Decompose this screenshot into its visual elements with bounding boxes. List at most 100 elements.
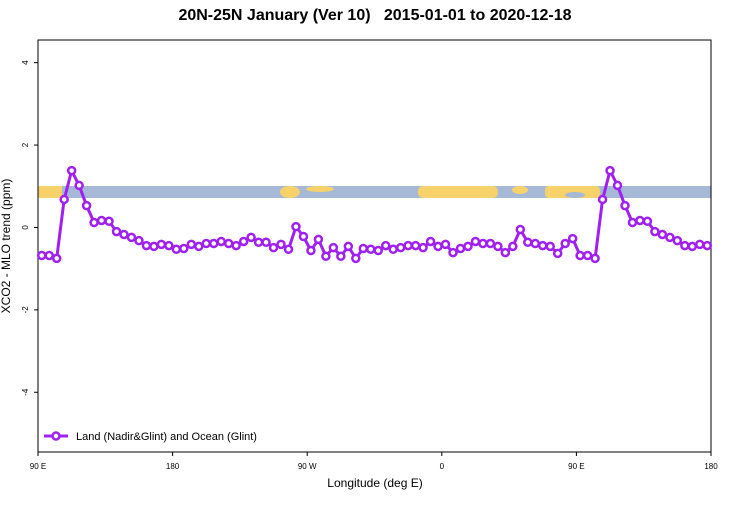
x-tick-label: 0	[440, 462, 445, 471]
data-point	[321, 251, 331, 262]
data-point	[440, 239, 451, 250]
data-point	[515, 224, 526, 235]
data-point	[44, 250, 54, 261]
data-point	[231, 240, 241, 251]
data-point	[59, 194, 69, 205]
y-tick-label: -2	[21, 306, 30, 314]
data-point	[463, 241, 473, 252]
data-point	[478, 238, 488, 249]
data-point	[156, 239, 167, 250]
data-point	[538, 240, 548, 251]
y-tick-label: 0	[21, 225, 30, 230]
x-tick-label: 180	[704, 462, 718, 471]
x-tick-label: 90 E	[30, 462, 46, 471]
data-point	[403, 240, 413, 251]
data-point	[702, 240, 713, 251]
y-tick-label: -4	[21, 388, 30, 396]
legend-marker	[51, 431, 61, 441]
data-point	[238, 236, 249, 247]
data-point	[216, 236, 226, 247]
data-point	[687, 241, 698, 252]
data-point	[590, 253, 600, 264]
data-point	[635, 215, 645, 226]
data-point	[410, 240, 421, 251]
x-tick-label: 90 E	[568, 462, 584, 471]
data-point	[470, 236, 481, 247]
data-point	[380, 240, 391, 251]
data-point	[552, 248, 563, 259]
x-axis-label: Longitude (deg E)	[327, 476, 422, 490]
data-point	[268, 242, 279, 253]
data-point	[223, 238, 234, 249]
map-strip	[38, 186, 711, 198]
data-point	[201, 238, 211, 249]
data-point	[96, 215, 107, 226]
data-point	[508, 241, 518, 252]
data-point	[111, 226, 122, 237]
data-point	[650, 226, 660, 237]
data-point	[366, 244, 376, 255]
data-point	[141, 240, 152, 251]
x-tick-label: 180	[166, 462, 180, 471]
data-point	[448, 247, 458, 258]
data-point	[186, 239, 197, 250]
data-point	[695, 239, 705, 250]
data-point	[612, 180, 623, 191]
data-point	[455, 243, 466, 254]
data-point	[291, 221, 301, 232]
data-point	[627, 217, 638, 228]
data-point	[328, 242, 339, 253]
y-tick-label: 4	[21, 60, 30, 65]
y-axis-label: XCO2 - MLO trend (ppm)	[0, 179, 13, 314]
data-point	[395, 242, 406, 253]
data-point	[253, 237, 264, 248]
y-tick-label: 2	[21, 142, 30, 147]
data-point	[36, 250, 47, 261]
legend-label: Land (Nadir&Glint) and Ocean (Glint)	[76, 431, 257, 443]
data-point	[493, 241, 503, 252]
data-point	[433, 241, 443, 252]
data-point	[171, 244, 182, 255]
data-point	[620, 200, 630, 211]
data-point	[164, 240, 174, 251]
data-point	[642, 216, 653, 227]
data-point	[66, 165, 77, 176]
data-point	[657, 229, 668, 240]
data-point	[74, 180, 84, 191]
data-point	[567, 233, 578, 244]
data-point	[126, 232, 137, 243]
data-point	[283, 244, 294, 255]
data-point	[358, 243, 369, 254]
data-point	[51, 253, 62, 264]
data-point	[246, 232, 256, 243]
data-point	[575, 250, 585, 261]
data-point	[425, 236, 436, 247]
chart-title: 20N-25N January (Ver 10) 2015-01-01 to 2…	[178, 7, 571, 24]
data-point	[306, 245, 316, 256]
data-point	[665, 232, 675, 243]
data-point	[134, 235, 144, 246]
data-point	[597, 194, 608, 205]
data-point	[560, 238, 570, 249]
data-point	[500, 247, 511, 258]
data-point	[81, 200, 92, 211]
data-point	[388, 244, 398, 255]
data-point	[298, 231, 309, 242]
data-point	[149, 241, 159, 252]
data-point	[194, 241, 204, 252]
data-point	[119, 229, 129, 240]
data-point	[545, 241, 555, 252]
data-point	[418, 242, 428, 253]
data-point	[680, 240, 690, 251]
data-point	[530, 238, 541, 249]
data-point	[523, 237, 533, 248]
data-point	[276, 239, 286, 250]
data-point	[261, 237, 271, 248]
data-point	[605, 165, 615, 176]
data-point	[336, 251, 346, 262]
data-point	[485, 238, 496, 249]
data-point	[373, 245, 383, 256]
data-point	[343, 241, 354, 252]
data-point	[582, 250, 593, 261]
